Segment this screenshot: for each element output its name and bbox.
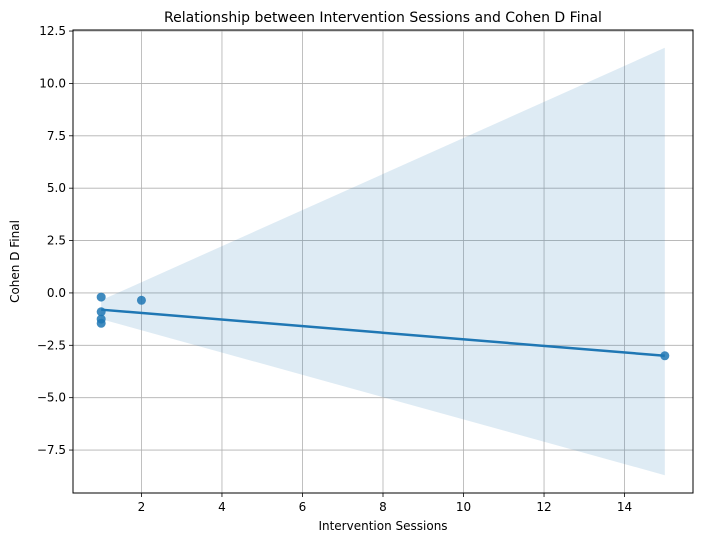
data-point [660,351,670,361]
y-tick-label: 7.5 [47,129,66,143]
data-point [136,295,146,305]
y-tick-label: 2.5 [47,234,66,248]
y-tick-label: −7.5 [37,443,66,457]
y-tick-label: −2.5 [37,338,66,352]
y-tick-label: −5.0 [37,391,66,405]
y-tick-label: 5.0 [47,181,66,195]
x-axis-label: Intervention Sessions [318,519,447,533]
y-tick-label: 10.0 [39,76,66,90]
y-tick-label: 0.0 [47,286,66,300]
data-point [96,292,106,302]
data-point [96,318,106,328]
regression-line-group [101,308,665,358]
x-tick-label: 10 [456,500,471,514]
x-tick-label: 8 [379,500,387,514]
data-point [96,307,106,317]
confidence-band-group [101,47,665,476]
regression-line [101,308,665,358]
x-tick-label: 12 [536,500,551,514]
x-tick-label: 6 [299,500,307,514]
grid-lines [73,30,693,493]
y-tick-label: 12.5 [39,24,66,38]
x-tick-label: 14 [617,500,632,514]
data-points-group [96,292,670,361]
y-axis-ticks: −7.5 −5.0 −2.5 0.0 2.5 5.0 7.5 10.0 12.5 [37,24,73,457]
y-axis-label: Cohen D Final [8,220,22,303]
x-tick-label: 2 [138,500,146,514]
confidence-band [101,47,665,476]
chart-title: Relationship between Intervention Sessio… [164,10,602,26]
x-tick-label: 4 [218,500,226,514]
x-axis-ticks: 2 4 6 8 10 12 14 [138,493,632,514]
